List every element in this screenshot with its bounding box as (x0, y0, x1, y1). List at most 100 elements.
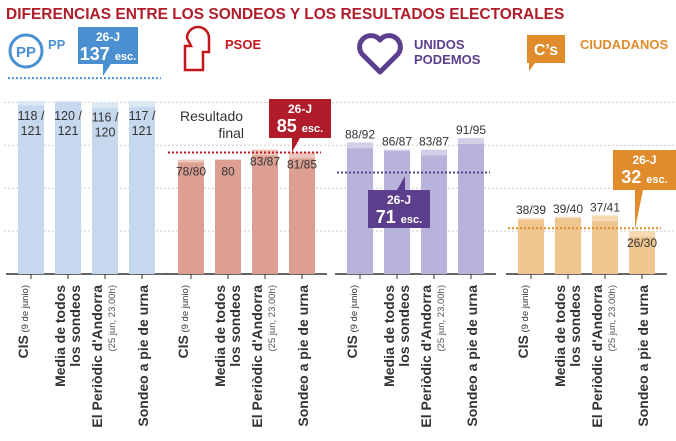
category-label: El Periòdic d'Andorra (249, 285, 265, 428)
callout-seats: 137 (80, 44, 115, 64)
data-label: 83/87 (250, 155, 280, 169)
bar-range (384, 149, 410, 152)
category-main: Sondeo a pie de urna (135, 285, 151, 427)
category-main: Media de todos (381, 285, 397, 387)
category-label: Sondeo a pie de urna (635, 285, 651, 427)
party-name: PP (48, 37, 66, 52)
podemos-heart-icon (357, 33, 403, 75)
data-label: 120 / (54, 109, 82, 123)
callout-date: 26-J (632, 153, 656, 167)
data-label: 80 (221, 165, 235, 179)
bar-range (555, 216, 581, 219)
category-sub: (25 jun, 23.00h) (267, 285, 278, 352)
category-sub: (25 jun, 23.00h) (607, 285, 618, 352)
bar-range (178, 159, 204, 163)
bar (289, 158, 315, 274)
bar (629, 236, 655, 274)
category-label-line2: los sondeos (67, 285, 83, 367)
category-main: El Periòdic d'Andorra (418, 285, 434, 428)
bar (555, 218, 581, 274)
bar (458, 143, 484, 274)
data-label: 38/39 (516, 203, 546, 217)
category-main: Media de todos (212, 285, 228, 387)
chart-title: DIFERENCIAS ENTRE LOS SONDEOS Y LOS RESU… (6, 6, 564, 23)
category-label: Media de todos (552, 285, 568, 387)
category-main: CIS (175, 335, 191, 358)
category-main: El Periòdic d'Andorra (249, 285, 265, 428)
category-label: Media de todos (212, 285, 228, 387)
category-sub: (9 de junio) (20, 285, 31, 335)
category-main: Media de todos (552, 285, 568, 387)
bar (215, 159, 241, 274)
psoe-rose-fist-icon (183, 25, 211, 72)
data-label: 121 (21, 124, 42, 138)
bar-range (347, 142, 373, 149)
result-annotation: Resultado (180, 108, 243, 124)
data-label: 37/41 (590, 200, 620, 214)
callout-date: 26-J (288, 102, 312, 116)
party-name: CIUDADANOS (580, 37, 668, 52)
callout-unit: esc. (302, 123, 323, 135)
data-label: 81/85 (287, 157, 317, 171)
result-annotation: final (218, 125, 244, 141)
data-label: 88/92 (345, 127, 375, 141)
callout-seats: 32 (621, 167, 646, 187)
bar-range (289, 152, 315, 159)
category-main: CIS (344, 335, 360, 358)
category-label-line2: los sondeos (227, 285, 243, 367)
category-label: Sondeo a pie de urna (135, 285, 151, 427)
data-label: 120 (95, 125, 116, 139)
category-main: CIS (515, 335, 531, 358)
callout-value: 71 esc. (376, 207, 422, 227)
pp-logo-text: PP (16, 44, 36, 61)
bar-range (518, 218, 544, 220)
bar-range (92, 102, 118, 109)
bar-range (458, 138, 484, 144)
result-callout (78, 27, 138, 76)
bar (518, 219, 544, 274)
category-sub: (25 jun, 23.00h) (436, 285, 447, 352)
party-name: UNIDOS (414, 37, 465, 52)
data-label: 116 / (92, 110, 119, 124)
bar (18, 105, 44, 274)
callout-value: 85 esc. (277, 116, 323, 136)
cs-logo-icon (527, 35, 565, 71)
bar (129, 106, 155, 274)
bar-range (629, 231, 655, 237)
category-main: CIS (15, 335, 31, 358)
data-label: 83/87 (419, 135, 449, 149)
bar-range (55, 100, 81, 103)
data-label: 117 / (129, 109, 156, 123)
bar-range (18, 100, 44, 106)
category-sub: (9 de junio) (349, 285, 360, 335)
callout-unit: esc. (115, 51, 136, 63)
bar (55, 102, 81, 275)
category-label: Sondeo a pie de urna (295, 285, 311, 427)
category-label: CIS (9 de junio) (344, 285, 360, 359)
data-label: 121 (132, 124, 153, 138)
bar (252, 155, 278, 274)
party-name-line2: PODEMOS (414, 52, 481, 67)
category-sub: (9 de junio) (180, 285, 191, 335)
category-sub: (25 jun, 23.00h) (107, 285, 118, 352)
category-label: El Periòdic d'Andorra (418, 285, 434, 428)
bar-range (421, 149, 447, 156)
category-label: El Periòdic d'Andorra (89, 285, 105, 428)
category-main: Sondeo a pie de urna (635, 285, 651, 427)
bar (178, 162, 204, 274)
bar (92, 108, 118, 275)
category-label: Media de todos (381, 285, 397, 387)
category-label: Media de todos (52, 285, 68, 387)
callout-unit: esc. (646, 174, 667, 186)
callout-value: 137 esc. (80, 44, 136, 64)
category-label: CIS (9 de junio) (15, 285, 31, 359)
data-label: 39/40 (553, 202, 583, 216)
pp-logo-icon (8, 33, 44, 69)
category-label: El Periòdic d'Andorra (589, 285, 605, 428)
bar-range (592, 215, 618, 222)
result-callout (368, 176, 430, 228)
category-sub: (9 de junio) (520, 285, 531, 335)
data-label: 26/30 (627, 236, 657, 250)
